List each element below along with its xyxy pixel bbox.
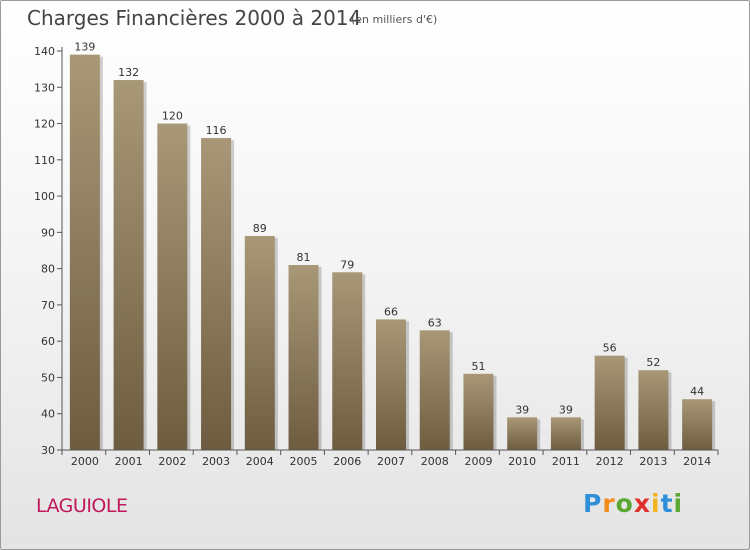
y-tick-label: 100	[34, 190, 55, 203]
logo-letter: i	[673, 489, 684, 518]
bar-value-label: 132	[118, 66, 139, 79]
x-tick-label: 2011	[552, 455, 580, 468]
x-tick-label: 2002	[158, 455, 186, 468]
bar-value-label: 139	[74, 41, 95, 54]
y-tick-label: 30	[41, 444, 55, 457]
bar-value-label: 52	[646, 356, 660, 369]
bar	[288, 265, 319, 450]
y-tick-label: 110	[34, 154, 55, 167]
x-axis: 2000 2001 2002 2003 2004 2005 2006 2007 2008 2009…	[61, 449, 719, 468]
bar	[594, 355, 625, 450]
x-tick-label: 2012	[596, 455, 624, 468]
bar-value-label: 63	[428, 316, 442, 329]
bar	[682, 399, 713, 450]
x-tick-label: 2001	[115, 455, 143, 468]
bar-value-label: 51	[471, 360, 485, 373]
y-tick-label: 50	[41, 371, 55, 384]
bar	[157, 123, 188, 450]
bar-value-label: 66	[384, 305, 398, 318]
x-tick-label: 2000	[71, 455, 99, 468]
bar-value-label: 44	[690, 385, 704, 398]
x-tick-label: 2013	[639, 455, 667, 468]
chart-subtitle: (en milliers d'€)	[351, 13, 438, 26]
y-tick-label: 60	[41, 335, 55, 348]
chart-title: Charges Financières 2000 à 2014	[27, 6, 362, 30]
y-tick-label: 70	[41, 299, 55, 312]
bar-value-label: 116	[206, 124, 227, 137]
bar	[638, 370, 669, 450]
bar	[419, 330, 450, 450]
bar	[376, 319, 406, 450]
y-tick-label: 90	[41, 226, 55, 239]
y-tick-label: 130	[34, 81, 55, 94]
y-tick-label: 120	[34, 118, 55, 131]
y-tick-label: 140	[34, 45, 55, 58]
logo-letter: t	[660, 489, 674, 518]
y-axis: 30 40 50 60 70 80 90 100 110 120 130 140	[34, 45, 63, 457]
bar	[113, 80, 144, 450]
x-tick-label: 2005	[290, 455, 318, 468]
bar-value-label: 56	[603, 342, 617, 355]
bars: 139 132 120 116 89 81 79 66 63 51 39 39 56 52 44	[69, 41, 716, 451]
bar	[244, 235, 275, 450]
place-name: LAGUIOLE	[36, 495, 128, 517]
x-tick-label: 2006	[333, 455, 361, 468]
bar-value-label: 89	[253, 222, 267, 235]
x-tick-label: 2007	[377, 455, 405, 468]
bar	[332, 272, 363, 450]
bar-value-label: 81	[297, 251, 311, 264]
x-tick-label: 2010	[508, 455, 536, 468]
bar-value-label: 39	[559, 403, 573, 416]
bar	[463, 373, 494, 450]
bar	[201, 138, 232, 450]
x-tick-label: 2014	[683, 455, 711, 468]
x-tick-label: 2004	[246, 455, 274, 468]
logo-letter: r	[602, 489, 616, 518]
bar-value-label: 120	[162, 110, 183, 123]
logo-letter: x	[633, 489, 651, 518]
bar	[69, 54, 100, 451]
bar-value-label: 39	[515, 403, 529, 416]
bar	[507, 417, 538, 450]
logo-letter: o	[615, 489, 634, 518]
bar-value-label: 79	[340, 258, 354, 271]
x-tick-label: 2003	[202, 455, 230, 468]
logo-letter: P	[583, 489, 603, 518]
x-tick-label: 2008	[421, 455, 449, 468]
bar	[550, 417, 581, 450]
logo-letter: i	[651, 489, 661, 518]
proxiti-logo: Proxiti	[583, 489, 683, 518]
x-tick-label: 2009	[464, 455, 492, 468]
y-tick-label: 40	[41, 408, 55, 421]
y-tick-label: 80	[41, 263, 55, 276]
